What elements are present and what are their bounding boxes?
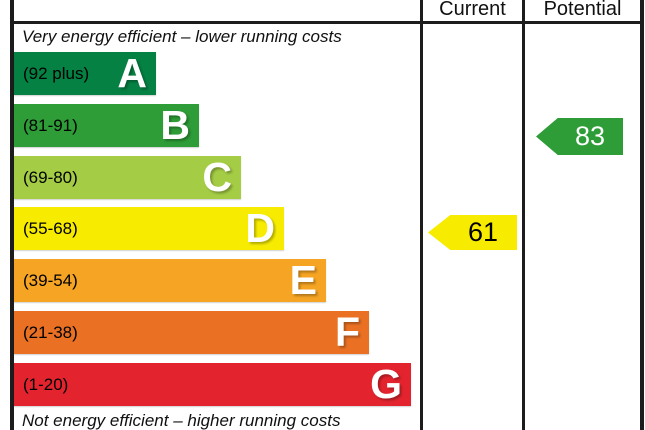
rating-band-g: (1-20) G (14, 363, 411, 406)
table-right-border (640, 0, 644, 430)
band-letter: D (245, 205, 275, 251)
band-range-label: (1-20) (23, 374, 69, 394)
current-column-header: Current (439, 0, 506, 20)
potential-rating-arrow: 83 (536, 118, 623, 155)
rating-band-f: (21-38) F (14, 311, 369, 354)
potential-column-header: Potential (543, 0, 622, 20)
potential-column-divider (522, 0, 525, 430)
band-range-label: (55-68) (23, 218, 78, 238)
bottom-note: Not energy efficient – higher running co… (22, 411, 341, 430)
rating-band-d: (55-68) D (14, 207, 284, 250)
band-letter: B (160, 102, 190, 148)
band-range-label: (81-91) (23, 115, 78, 135)
current-column-divider (420, 0, 423, 430)
rating-band-a: (92 plus) A (14, 52, 156, 95)
current-rating-value: 61 (467, 217, 499, 247)
potential-rating-value: 83 (574, 121, 606, 151)
band-letter: E (289, 257, 317, 303)
rating-band-c: (69-80) C (14, 156, 241, 199)
current-rating-arrow: 61 (428, 215, 517, 250)
band-range-label: (39-54) (23, 270, 78, 290)
band-range-label: (69-80) (23, 167, 78, 187)
table-left-border (10, 0, 14, 430)
band-letter: A (117, 50, 147, 96)
top-note: Very energy efficient – lower running co… (22, 27, 342, 46)
rating-band-b: (81-91) B (14, 104, 199, 147)
header-bottom-border (10, 21, 644, 24)
band-letter: C (202, 154, 232, 200)
rating-band-e: (39-54) E (14, 259, 326, 302)
band-letter: G (370, 361, 402, 407)
band-range-label: (21-38) (23, 322, 78, 342)
band-range-label: (92 plus) (23, 63, 90, 83)
band-letter: F (334, 309, 360, 355)
